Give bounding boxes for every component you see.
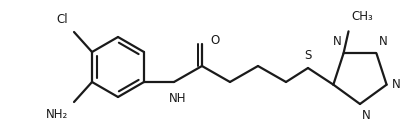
Text: S: S	[304, 49, 312, 62]
Text: NH: NH	[169, 92, 187, 105]
Text: CH₃: CH₃	[352, 10, 373, 23]
Text: N: N	[378, 35, 387, 48]
Text: NH₂: NH₂	[46, 108, 68, 121]
Text: N: N	[392, 78, 401, 91]
Text: Cl: Cl	[56, 13, 68, 26]
Text: N: N	[333, 35, 341, 48]
Text: N: N	[362, 109, 371, 122]
Text: O: O	[210, 34, 219, 46]
